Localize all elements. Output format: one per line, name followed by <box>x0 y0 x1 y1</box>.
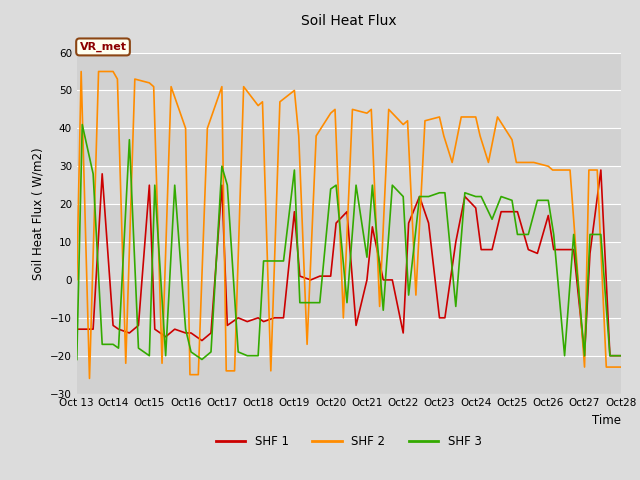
Y-axis label: Soil Heat Flux ( W/m2): Soil Heat Flux ( W/m2) <box>31 147 45 280</box>
Bar <box>77 280 621 318</box>
Bar <box>77 128 621 166</box>
Title: Soil Heat Flux: Soil Heat Flux <box>301 14 397 28</box>
Legend: SHF 1, SHF 2, SHF 3: SHF 1, SHF 2, SHF 3 <box>211 430 486 453</box>
Bar <box>77 204 621 242</box>
Bar <box>77 356 621 394</box>
Text: VR_met: VR_met <box>79 42 127 52</box>
Bar <box>77 90 621 128</box>
Bar <box>77 166 621 204</box>
Bar <box>77 52 621 90</box>
Bar <box>77 318 621 356</box>
X-axis label: Time: Time <box>592 414 621 427</box>
Bar <box>77 242 621 280</box>
